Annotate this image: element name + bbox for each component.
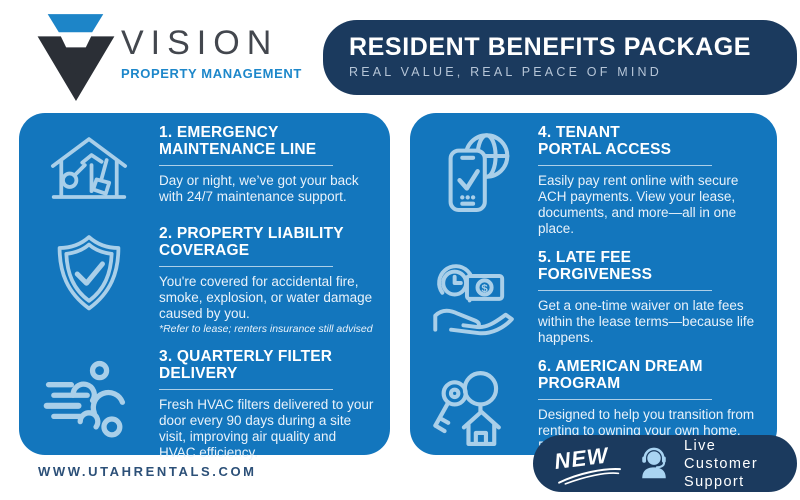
benefit-title: 5. LATE FEE FORGIVENESS <box>538 249 761 283</box>
benefit-text: 1. EMERGENCY MAINTENANCE LINE Day or nig… <box>159 124 390 205</box>
benefit-title: 6. AMERICAN DREAM PROGRAM <box>538 358 761 392</box>
title-underline <box>538 399 712 400</box>
late-fee-icon: $ <box>433 264 514 336</box>
title-line: COVERAGE <box>159 241 250 259</box>
benefit-description: Easily pay rent online with secure ACH p… <box>538 173 739 236</box>
shield-check-icon <box>57 235 121 311</box>
benefit-text: 4. TENANT PORTAL ACCESS Easily pay rent … <box>538 124 777 237</box>
benefit-text: 3. QUARTERLY FILTER DELIVERY Fresh HVAC … <box>159 348 390 461</box>
icon-cell: $ <box>410 250 538 342</box>
title-line: PROGRAM <box>538 374 621 392</box>
svg-text:$: $ <box>481 283 488 295</box>
live-support-badge: NEW Live Customer Support <box>533 435 797 492</box>
benefit-text: 2. PROPERTY LIABILITY COVERAGE You're co… <box>159 225 390 336</box>
title-line: 5. LATE FEE <box>538 249 632 266</box>
title-underline <box>538 165 712 166</box>
icon-cell <box>19 226 159 318</box>
title-underline <box>159 165 333 166</box>
icon-cell <box>410 359 538 455</box>
title-underline <box>159 389 333 390</box>
title-line: 3. QUARTERLY FILTER <box>159 348 333 365</box>
banner: RESIDENT BENEFITS PACKAGE REAL VALUE, RE… <box>323 20 797 95</box>
banner-subtitle: REAL VALUE, REAL PEACE OF MIND <box>349 65 662 79</box>
benefit-title: 4. TENANT PORTAL ACCESS <box>538 124 761 158</box>
title-line: 1. EMERGENCY <box>159 124 279 141</box>
benefit-description: You're covered for accidental fire, smok… <box>159 274 373 321</box>
logo-text: VISION PROPERTY MANAGEMENT <box>121 24 302 81</box>
title-line: PORTAL ACCESS <box>538 140 672 158</box>
title-line: FORGIVENESS <box>538 265 653 283</box>
benefit-title: 1. EMERGENCY MAINTENANCE LINE <box>159 124 374 158</box>
benefit-item-emergency-maintenance: 1. EMERGENCY MAINTENANCE LINE Day or nig… <box>19 124 390 213</box>
icon-cell <box>19 125 159 213</box>
banner-title: RESIDENT BENEFITS PACKAGE <box>349 33 752 61</box>
website-link[interactable]: WWW.UTAHRENTALS.COM <box>38 464 257 479</box>
headset-agent-icon <box>642 447 666 478</box>
house-tools-icon <box>50 137 128 199</box>
air-quality-icon <box>43 360 126 438</box>
title-underline <box>538 290 712 291</box>
benefit-title: 2. PROPERTY LIABILITY COVERAGE <box>159 225 374 259</box>
title-line: 6. AMERICAN DREAM <box>538 358 703 375</box>
title-line: DELIVERY <box>159 364 238 382</box>
support-label: Live Customer Support <box>684 437 759 490</box>
benefit-title: 3. QUARTERLY FILTER DELIVERY <box>159 348 374 382</box>
benefit-description: Day or night, we’ve got your back with 2… <box>159 173 359 204</box>
logo-name: VISION <box>121 24 279 62</box>
benefit-description: Fresh HVAC filters delivered to your doo… <box>159 397 374 460</box>
new-badge: NEW <box>553 441 623 486</box>
vision-logo-icon <box>37 14 115 101</box>
logo-tagline: PROPERTY MANAGEMENT <box>121 66 302 81</box>
benefits-panel-right: 4. TENANT PORTAL ACCESS Easily pay rent … <box>410 113 777 470</box>
title-line: 4. TENANT <box>538 124 620 141</box>
swoosh-underline-icon <box>558 468 621 485</box>
title-line: MAINTENANCE LINE <box>159 140 317 158</box>
benefit-item-filter-delivery: 3. QUARTERLY FILTER DELIVERY Fresh HVAC … <box>19 348 390 461</box>
icon-cell <box>19 349 159 441</box>
benefits-panel-left: 1. EMERGENCY MAINTENANCE LINE Day or nig… <box>19 113 390 460</box>
title-line: 2. PROPERTY LIABILITY <box>159 225 344 242</box>
benefit-fineprint: *Refer to lease; renters insurance still… <box>159 323 373 335</box>
benefit-item-late-fee-forgiveness: $ 5. LATE FEE FORGIVENESS Get a one-time… <box>410 249 777 346</box>
benefit-item-liability-coverage: 2. PROPERTY LIABILITY COVERAGE You're co… <box>19 225 390 336</box>
keys-house-icon <box>433 371 501 447</box>
benefit-text: 5. LATE FEE FORGIVENESS Get a one-time w… <box>538 249 777 346</box>
title-underline <box>159 266 333 267</box>
icon-cell <box>410 125 538 219</box>
phone-globe-icon <box>448 133 510 213</box>
benefit-description: Get a one-time waiver on late fees withi… <box>538 298 755 345</box>
benefit-item-tenant-portal: 4. TENANT PORTAL ACCESS Easily pay rent … <box>410 124 777 237</box>
